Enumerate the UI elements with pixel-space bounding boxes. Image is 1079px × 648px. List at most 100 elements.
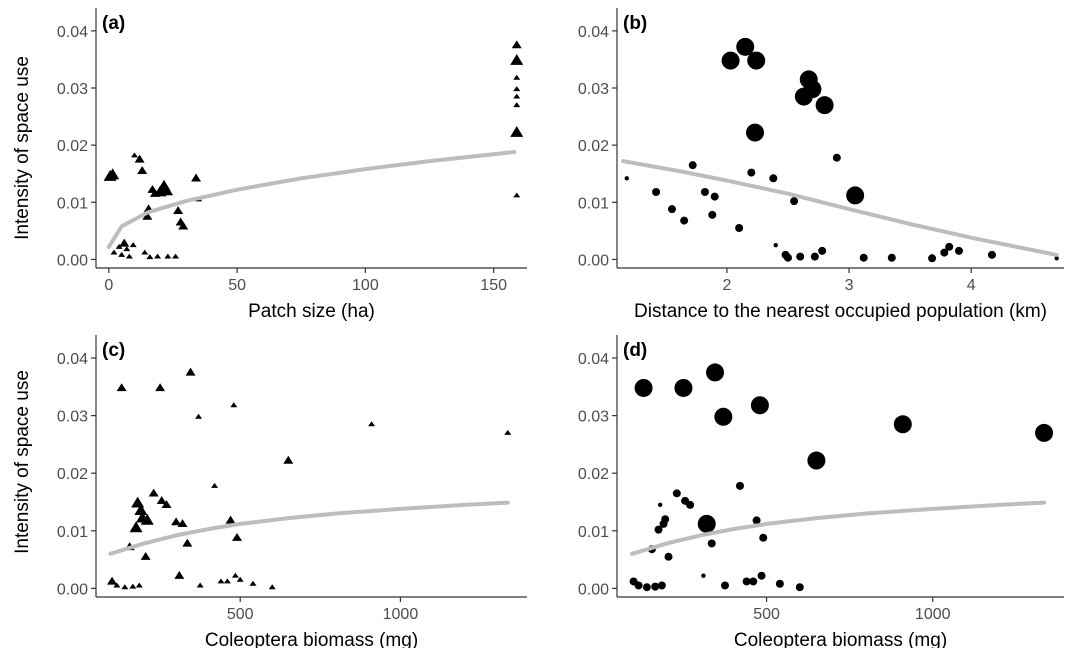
data-point xyxy=(174,570,185,579)
data-point xyxy=(987,250,996,259)
data-point xyxy=(928,254,937,263)
data-point xyxy=(750,396,769,415)
fit-line xyxy=(108,500,510,556)
data-point xyxy=(510,126,524,137)
data-point xyxy=(368,421,376,427)
x-tick-label: 0 xyxy=(104,277,113,294)
data-point xyxy=(231,532,242,541)
data-point xyxy=(172,253,180,259)
y-axis-title-top: Intensity of space use xyxy=(12,56,33,240)
y-tick-label: 0.01 xyxy=(57,195,88,212)
y-tick-label: 0.00 xyxy=(578,252,609,269)
y-tick-label: 0.02 xyxy=(578,466,609,483)
data-point xyxy=(815,96,834,115)
data-point xyxy=(775,579,784,588)
y-tick-label: 0.00 xyxy=(57,252,88,269)
data-point xyxy=(236,576,244,582)
data-point xyxy=(652,188,661,196)
data-point xyxy=(217,578,225,584)
data-point xyxy=(513,102,521,108)
data-point xyxy=(859,253,868,262)
data-point xyxy=(714,407,733,426)
data-point xyxy=(107,576,118,585)
panels: 0.00 0.01 0.02 0.03 0.04 0 50 100 150 Patch size … xyxy=(57,8,1064,648)
data-point xyxy=(759,533,768,542)
data-point xyxy=(171,517,182,526)
data-point xyxy=(173,206,184,215)
data-point xyxy=(211,482,219,488)
data-point xyxy=(142,211,153,220)
data-point xyxy=(160,184,174,196)
data-point xyxy=(664,552,673,561)
panel-c: 0.00 0.01 0.02 0.03 0.04 500 1000 Coleoptera bi… xyxy=(57,335,527,648)
x-tick-label: 1000 xyxy=(383,606,419,623)
y-tick-label: 0.02 xyxy=(57,466,88,483)
data-point xyxy=(674,378,693,397)
y-tick-label: 0.04 xyxy=(578,351,609,368)
data-point xyxy=(807,451,826,470)
y-tick-label: 0.03 xyxy=(57,409,88,426)
x-tick-label: 1000 xyxy=(915,606,951,623)
data-point xyxy=(137,166,148,175)
data-point xyxy=(146,254,154,260)
data-point xyxy=(134,154,145,163)
data-point xyxy=(185,367,196,376)
data-point xyxy=(161,500,172,509)
y-tick-label: 0.03 xyxy=(578,81,609,98)
data-point xyxy=(735,224,744,232)
x-tick-label: 50 xyxy=(228,277,246,294)
data-point xyxy=(940,248,949,257)
data-point xyxy=(749,577,758,586)
data-point xyxy=(701,573,706,578)
data-point xyxy=(769,174,778,183)
data-point xyxy=(164,253,172,259)
data-point xyxy=(106,168,120,180)
data-point xyxy=(140,513,154,525)
data-point xyxy=(818,246,827,255)
data-point xyxy=(846,186,865,205)
panel-label: (b) xyxy=(623,13,647,34)
data-point xyxy=(129,521,143,533)
data-point xyxy=(230,402,238,408)
data-point xyxy=(283,455,294,464)
data-point xyxy=(223,578,231,584)
data-point xyxy=(231,572,239,578)
data-point xyxy=(642,583,651,592)
data-point xyxy=(742,577,751,586)
data-point xyxy=(268,584,276,590)
data-point xyxy=(661,515,670,524)
fit-line xyxy=(106,150,517,249)
y-tick-label: 0.03 xyxy=(57,81,88,98)
data-point xyxy=(796,252,805,261)
data-point xyxy=(129,583,137,589)
data-point xyxy=(735,481,744,490)
data-point xyxy=(795,583,804,592)
data-point xyxy=(686,500,695,509)
fit-line xyxy=(621,159,1059,257)
data-point xyxy=(119,238,130,247)
data-point xyxy=(118,251,126,257)
data-point xyxy=(708,210,717,219)
x-tick-label: 2 xyxy=(722,277,731,294)
x-tick-label: 500 xyxy=(753,606,780,623)
y-tick-label: 0.01 xyxy=(578,195,609,212)
data-point xyxy=(706,363,725,382)
panel-label: (d) xyxy=(623,340,647,361)
y-tick-label: 0.04 xyxy=(57,351,88,368)
data-point xyxy=(125,253,133,259)
data-point xyxy=(752,516,761,525)
panel-label: (c) xyxy=(102,340,125,361)
data-point xyxy=(783,253,792,262)
data-point xyxy=(680,216,689,225)
data-point xyxy=(887,253,896,262)
data-point xyxy=(657,581,666,590)
data-point xyxy=(747,51,766,70)
data-point xyxy=(135,582,143,588)
data-point xyxy=(688,161,697,170)
data-point xyxy=(191,173,202,182)
data-point xyxy=(511,40,522,49)
x-tick-label: 150 xyxy=(480,277,507,294)
data-point xyxy=(654,525,663,534)
